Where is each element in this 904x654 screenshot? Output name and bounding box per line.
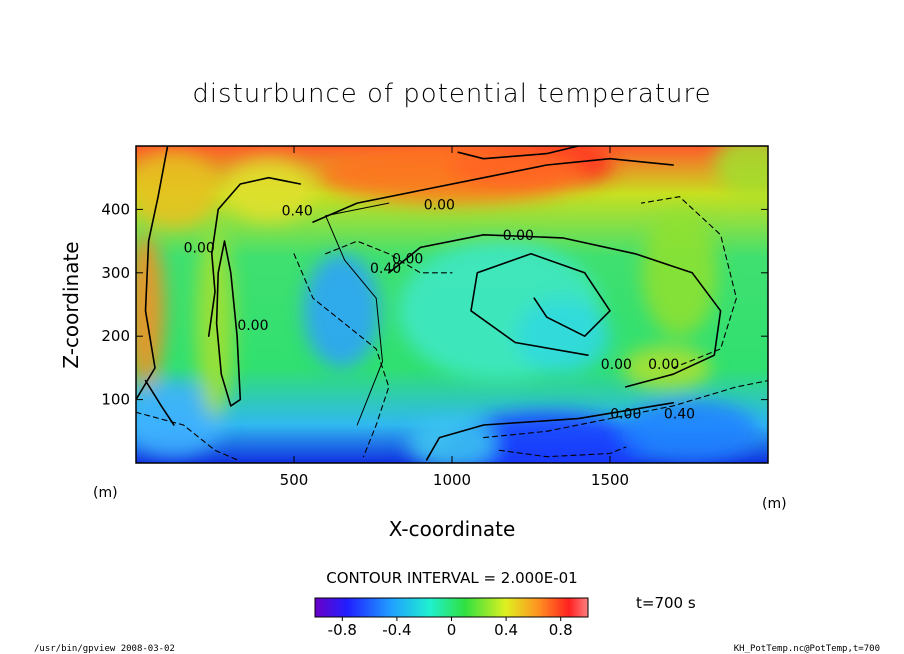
- contour-label: 0.40: [370, 261, 401, 277]
- y-tick-label: 400: [101, 200, 130, 218]
- field-blob: [136, 234, 165, 387]
- y-tick-label: 200: [101, 327, 130, 345]
- y-axis-unit: (m): [93, 485, 118, 501]
- footer-left: /usr/bin/gpview 2008-03-02: [34, 644, 175, 654]
- contour-label: 0.00: [610, 407, 641, 423]
- y-tick-label: 300: [101, 264, 130, 282]
- contour-line: [470, 253, 611, 356]
- contour-interval: CONTOUR INTERVAL = 2.000E-01: [326, 569, 577, 587]
- field-blob: [445, 412, 648, 463]
- contour-line: [215, 240, 242, 407]
- contour-line: [388, 234, 722, 388]
- x-tick-label: 1000: [433, 471, 471, 489]
- contour-line: [136, 411, 238, 461]
- field-blob: [303, 253, 380, 368]
- contour-label: 0.00: [237, 318, 268, 334]
- field-blob: [407, 418, 497, 463]
- x-tick-label: 1500: [591, 471, 629, 489]
- footer-right: KH_PotTemp.nc@PotTemp,t=700: [734, 644, 880, 654]
- contour-lines: [136, 146, 768, 461]
- contour-label: 0.40: [664, 407, 695, 423]
- axis-ticks: 500 1000 1500 100 200 300 400: [101, 146, 768, 489]
- colorbar-tick-label: 0.8: [549, 621, 573, 639]
- time-label: t=700 s: [636, 594, 696, 612]
- contour-line: [325, 202, 390, 426]
- x-axis-unit: (m): [762, 496, 787, 512]
- contour-label: 0.00: [601, 357, 632, 373]
- contour-line: [312, 157, 674, 223]
- field-blob: [136, 152, 219, 229]
- field-blob: [196, 228, 234, 419]
- field-blob: [319, 146, 585, 204]
- contour-line: [136, 146, 169, 401]
- contour-label: 0.00: [392, 251, 423, 267]
- contour-label-group: 0.40 0.000.000.000.400.000.000.00 0.000.00…: [184, 197, 695, 422]
- contour-label: 0.00: [424, 197, 455, 213]
- contour-line: [641, 196, 737, 369]
- colorbar-tick-label: -0.8: [328, 621, 357, 639]
- colorbar-tick-label: 0.4: [494, 621, 518, 639]
- contour-line: [325, 240, 453, 274]
- colorbar-tick-label: 0: [447, 621, 457, 639]
- y-axis-title: Z-coordinate: [59, 241, 83, 368]
- field-blob: [224, 158, 313, 223]
- contour-line: [498, 446, 627, 458]
- contour-label: 0.00: [648, 357, 679, 373]
- field-blob: [641, 209, 718, 337]
- x-axis-title: X-coordinate: [389, 517, 516, 541]
- field-blob: [619, 399, 759, 463]
- contour-line: [207, 176, 302, 337]
- x-tick-label: 500: [280, 471, 309, 489]
- contour-label: 0.40: [282, 204, 313, 220]
- colorbar: [314, 597, 589, 618]
- field-blob: [515, 298, 610, 375]
- contour-label: 0.00: [503, 228, 534, 244]
- plot-area: [136, 146, 768, 463]
- field-blob: [714, 146, 768, 197]
- colorbar-ticks: -0.8 -0.4 0 0.4 0.8: [328, 617, 573, 639]
- field-blob: [622, 345, 712, 391]
- y-tick-label: 100: [101, 391, 130, 409]
- contour-label: 0.00: [184, 241, 215, 257]
- contour-line: [144, 379, 175, 426]
- contour-line: [425, 402, 674, 461]
- contour-line: [293, 253, 390, 458]
- contour-line: [483, 380, 768, 439]
- chart-title: disturbunce of potential temperature: [192, 79, 711, 109]
- contour-line: [457, 146, 580, 160]
- colorbar-tick-label: -0.4: [382, 621, 411, 639]
